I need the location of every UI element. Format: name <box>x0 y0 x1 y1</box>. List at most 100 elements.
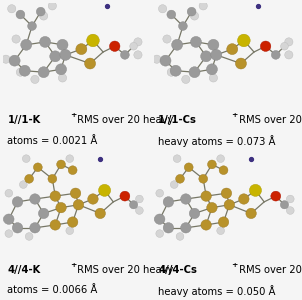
Circle shape <box>172 39 183 50</box>
Circle shape <box>239 194 249 204</box>
Circle shape <box>87 34 99 47</box>
Circle shape <box>201 191 211 201</box>
Circle shape <box>260 41 271 51</box>
Circle shape <box>56 64 66 75</box>
Circle shape <box>181 223 191 233</box>
Circle shape <box>120 50 129 59</box>
Circle shape <box>56 202 66 213</box>
Circle shape <box>207 202 217 213</box>
Circle shape <box>181 194 191 204</box>
Circle shape <box>22 155 30 163</box>
Circle shape <box>76 44 87 55</box>
Circle shape <box>38 67 49 78</box>
Circle shape <box>285 51 293 59</box>
Circle shape <box>189 208 200 219</box>
Circle shape <box>130 201 138 209</box>
Circle shape <box>19 181 27 188</box>
Circle shape <box>209 74 217 82</box>
Circle shape <box>217 155 224 163</box>
Circle shape <box>217 227 224 235</box>
Circle shape <box>201 51 212 62</box>
Text: 4//4-Cs: 4//4-Cs <box>158 265 197 275</box>
Circle shape <box>187 7 196 16</box>
Circle shape <box>110 41 120 51</box>
Circle shape <box>173 155 181 163</box>
Circle shape <box>16 10 25 19</box>
Circle shape <box>190 12 199 20</box>
Circle shape <box>208 39 219 50</box>
Circle shape <box>12 197 23 207</box>
Circle shape <box>156 189 164 197</box>
Circle shape <box>50 220 60 230</box>
Text: RMS over 20: RMS over 20 <box>236 116 302 125</box>
Circle shape <box>249 184 262 196</box>
Text: 4//4-K: 4//4-K <box>7 265 41 275</box>
Circle shape <box>50 191 60 201</box>
Circle shape <box>25 232 33 240</box>
Circle shape <box>163 223 174 233</box>
Circle shape <box>67 217 78 227</box>
Circle shape <box>153 55 161 63</box>
Text: 1//1-Cs: 1//1-Cs <box>158 116 197 125</box>
Circle shape <box>88 194 98 204</box>
Circle shape <box>184 163 193 172</box>
Circle shape <box>134 51 142 59</box>
Circle shape <box>163 35 171 43</box>
Circle shape <box>237 34 250 47</box>
Circle shape <box>120 191 130 201</box>
Circle shape <box>30 194 40 204</box>
Text: atoms = 0.0066 Å: atoms = 0.0066 Å <box>7 286 98 296</box>
Circle shape <box>36 7 45 16</box>
Circle shape <box>8 5 16 13</box>
Text: +: + <box>231 112 238 118</box>
Circle shape <box>147 215 155 223</box>
Circle shape <box>70 188 81 198</box>
Circle shape <box>134 38 142 46</box>
Circle shape <box>31 75 39 83</box>
Text: 1//1-K: 1//1-K <box>7 116 41 125</box>
Circle shape <box>182 75 190 83</box>
Circle shape <box>48 174 57 183</box>
Circle shape <box>218 217 229 227</box>
Circle shape <box>95 208 105 219</box>
Circle shape <box>221 188 232 198</box>
Circle shape <box>199 2 207 10</box>
Circle shape <box>178 22 187 30</box>
Circle shape <box>246 208 256 219</box>
Circle shape <box>34 163 42 172</box>
Circle shape <box>57 39 68 50</box>
Text: atoms = 0.0021 Å: atoms = 0.0021 Å <box>7 136 98 146</box>
Text: +: + <box>231 262 238 268</box>
Circle shape <box>12 223 23 233</box>
Circle shape <box>48 2 56 10</box>
Circle shape <box>73 200 84 210</box>
Circle shape <box>136 207 143 214</box>
Text: RMS over 20 heavy: RMS over 20 heavy <box>74 116 174 125</box>
Circle shape <box>189 67 200 78</box>
Circle shape <box>50 51 61 62</box>
Circle shape <box>280 201 289 209</box>
Circle shape <box>170 65 181 76</box>
Circle shape <box>219 166 228 175</box>
Circle shape <box>199 174 208 183</box>
Circle shape <box>19 65 30 76</box>
Circle shape <box>9 55 20 66</box>
Circle shape <box>25 174 34 183</box>
Circle shape <box>5 230 13 237</box>
Circle shape <box>170 181 178 188</box>
Circle shape <box>57 160 66 169</box>
Text: heavy atoms = 0.050 Å: heavy atoms = 0.050 Å <box>158 286 276 297</box>
Circle shape <box>271 191 281 201</box>
Circle shape <box>5 189 13 197</box>
Circle shape <box>285 38 293 46</box>
Circle shape <box>286 195 294 203</box>
Circle shape <box>27 22 37 30</box>
Circle shape <box>85 58 95 69</box>
Circle shape <box>224 200 235 210</box>
Circle shape <box>38 208 49 219</box>
Circle shape <box>156 230 164 237</box>
Circle shape <box>16 68 24 76</box>
Circle shape <box>167 68 175 76</box>
Circle shape <box>207 64 217 75</box>
Circle shape <box>236 58 246 69</box>
